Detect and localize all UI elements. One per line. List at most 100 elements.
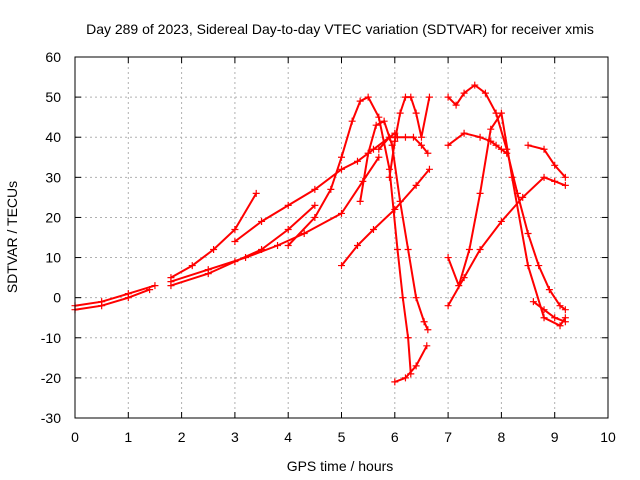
- x-tick-label: 5: [338, 429, 346, 445]
- data-point: [556, 322, 564, 330]
- data-point: [404, 334, 412, 342]
- data-point: [412, 294, 420, 302]
- data-point: [476, 189, 484, 197]
- data-point: [188, 262, 196, 270]
- data-point: [231, 238, 239, 246]
- data-point: [348, 117, 356, 125]
- data-point: [284, 201, 292, 209]
- series-arc-12: [391, 342, 431, 386]
- data-point: [444, 93, 452, 101]
- data-point: [460, 274, 468, 282]
- data-point: [353, 242, 361, 250]
- data-point: [417, 133, 425, 141]
- data-point: [231, 225, 239, 233]
- data-point: [98, 302, 106, 310]
- data-point: [393, 246, 401, 254]
- series-arc-9: [338, 165, 433, 270]
- data-point: [311, 213, 319, 221]
- data-point: [551, 177, 559, 185]
- series-arc-8: [356, 117, 432, 334]
- series-line: [532, 300, 566, 323]
- x-axis-label: GPS time / hours: [287, 458, 394, 474]
- data-point: [151, 282, 159, 290]
- data-point: [375, 113, 383, 121]
- data-point: [425, 165, 433, 173]
- data-point: [476, 133, 484, 141]
- data-point: [465, 246, 473, 254]
- data-point: [444, 254, 452, 262]
- data-point: [375, 153, 383, 161]
- data-point: [487, 125, 495, 133]
- series-line: [359, 119, 429, 331]
- data-point: [124, 294, 132, 302]
- data-point: [284, 225, 292, 233]
- x-tick-label: 4: [284, 429, 292, 445]
- data-point: [460, 129, 468, 137]
- x-tick-label: 2: [178, 429, 186, 445]
- data-point: [242, 254, 250, 262]
- data-point: [497, 145, 505, 153]
- y-tick-label: -20: [41, 370, 61, 386]
- data-point: [284, 242, 292, 250]
- data-point: [551, 161, 559, 169]
- data-point: [380, 117, 388, 125]
- data-point: [146, 286, 154, 294]
- data-point: [561, 173, 569, 181]
- data-point: [444, 302, 452, 310]
- data-point: [396, 109, 404, 117]
- data-point: [471, 81, 479, 89]
- data-point: [460, 89, 468, 97]
- data-point: [561, 181, 569, 189]
- series-line: [234, 132, 396, 243]
- data-point: [311, 201, 319, 209]
- data-point: [424, 149, 432, 157]
- data-point: [252, 189, 260, 197]
- data-point: [407, 93, 415, 101]
- data-point: [353, 157, 361, 165]
- data-point: [508, 173, 516, 181]
- y-tick-label: 0: [53, 290, 61, 306]
- x-tick-label: 6: [391, 429, 399, 445]
- data-point: [204, 266, 212, 274]
- data-point: [412, 109, 420, 117]
- series-arc-7: [284, 93, 415, 378]
- data-point: [476, 246, 484, 254]
- data-point: [424, 326, 432, 334]
- data-point: [412, 181, 420, 189]
- series-arc-14: [444, 129, 511, 157]
- data-point: [524, 141, 532, 149]
- chart-title: Day 289 of 2023, Sidereal Day-to-day VTE…: [86, 21, 594, 37]
- data-point: [481, 89, 489, 97]
- y-tick-label: -10: [41, 330, 61, 346]
- data-point: [338, 153, 345, 161]
- data-point: [452, 101, 460, 109]
- data-point: [274, 242, 282, 250]
- data-point: [417, 141, 425, 149]
- data-point: [356, 197, 364, 205]
- data-point: [399, 294, 407, 302]
- data-point: [364, 93, 372, 101]
- y-tick-label: 20: [45, 209, 61, 225]
- y-axis-label: SDTVAR / TECUs: [4, 181, 20, 293]
- data-point: [561, 306, 569, 314]
- data-point: [338, 165, 345, 173]
- data-point: [300, 229, 308, 237]
- data-point: [540, 306, 548, 314]
- series-arc-10: [375, 133, 432, 157]
- y-tick-label: 10: [45, 250, 61, 266]
- x-tick-label: 7: [444, 429, 452, 445]
- data-point: [409, 133, 417, 141]
- x-tick-label: 8: [498, 429, 506, 445]
- series-arc-15: [444, 109, 569, 330]
- data-point: [423, 342, 431, 350]
- data-point: [375, 145, 383, 153]
- data-point: [369, 225, 377, 233]
- series-line: [74, 284, 156, 307]
- data-point: [412, 362, 420, 370]
- data-point: [327, 185, 335, 193]
- data-point: [364, 149, 372, 157]
- data-point: [551, 314, 559, 322]
- data-point: [420, 318, 428, 326]
